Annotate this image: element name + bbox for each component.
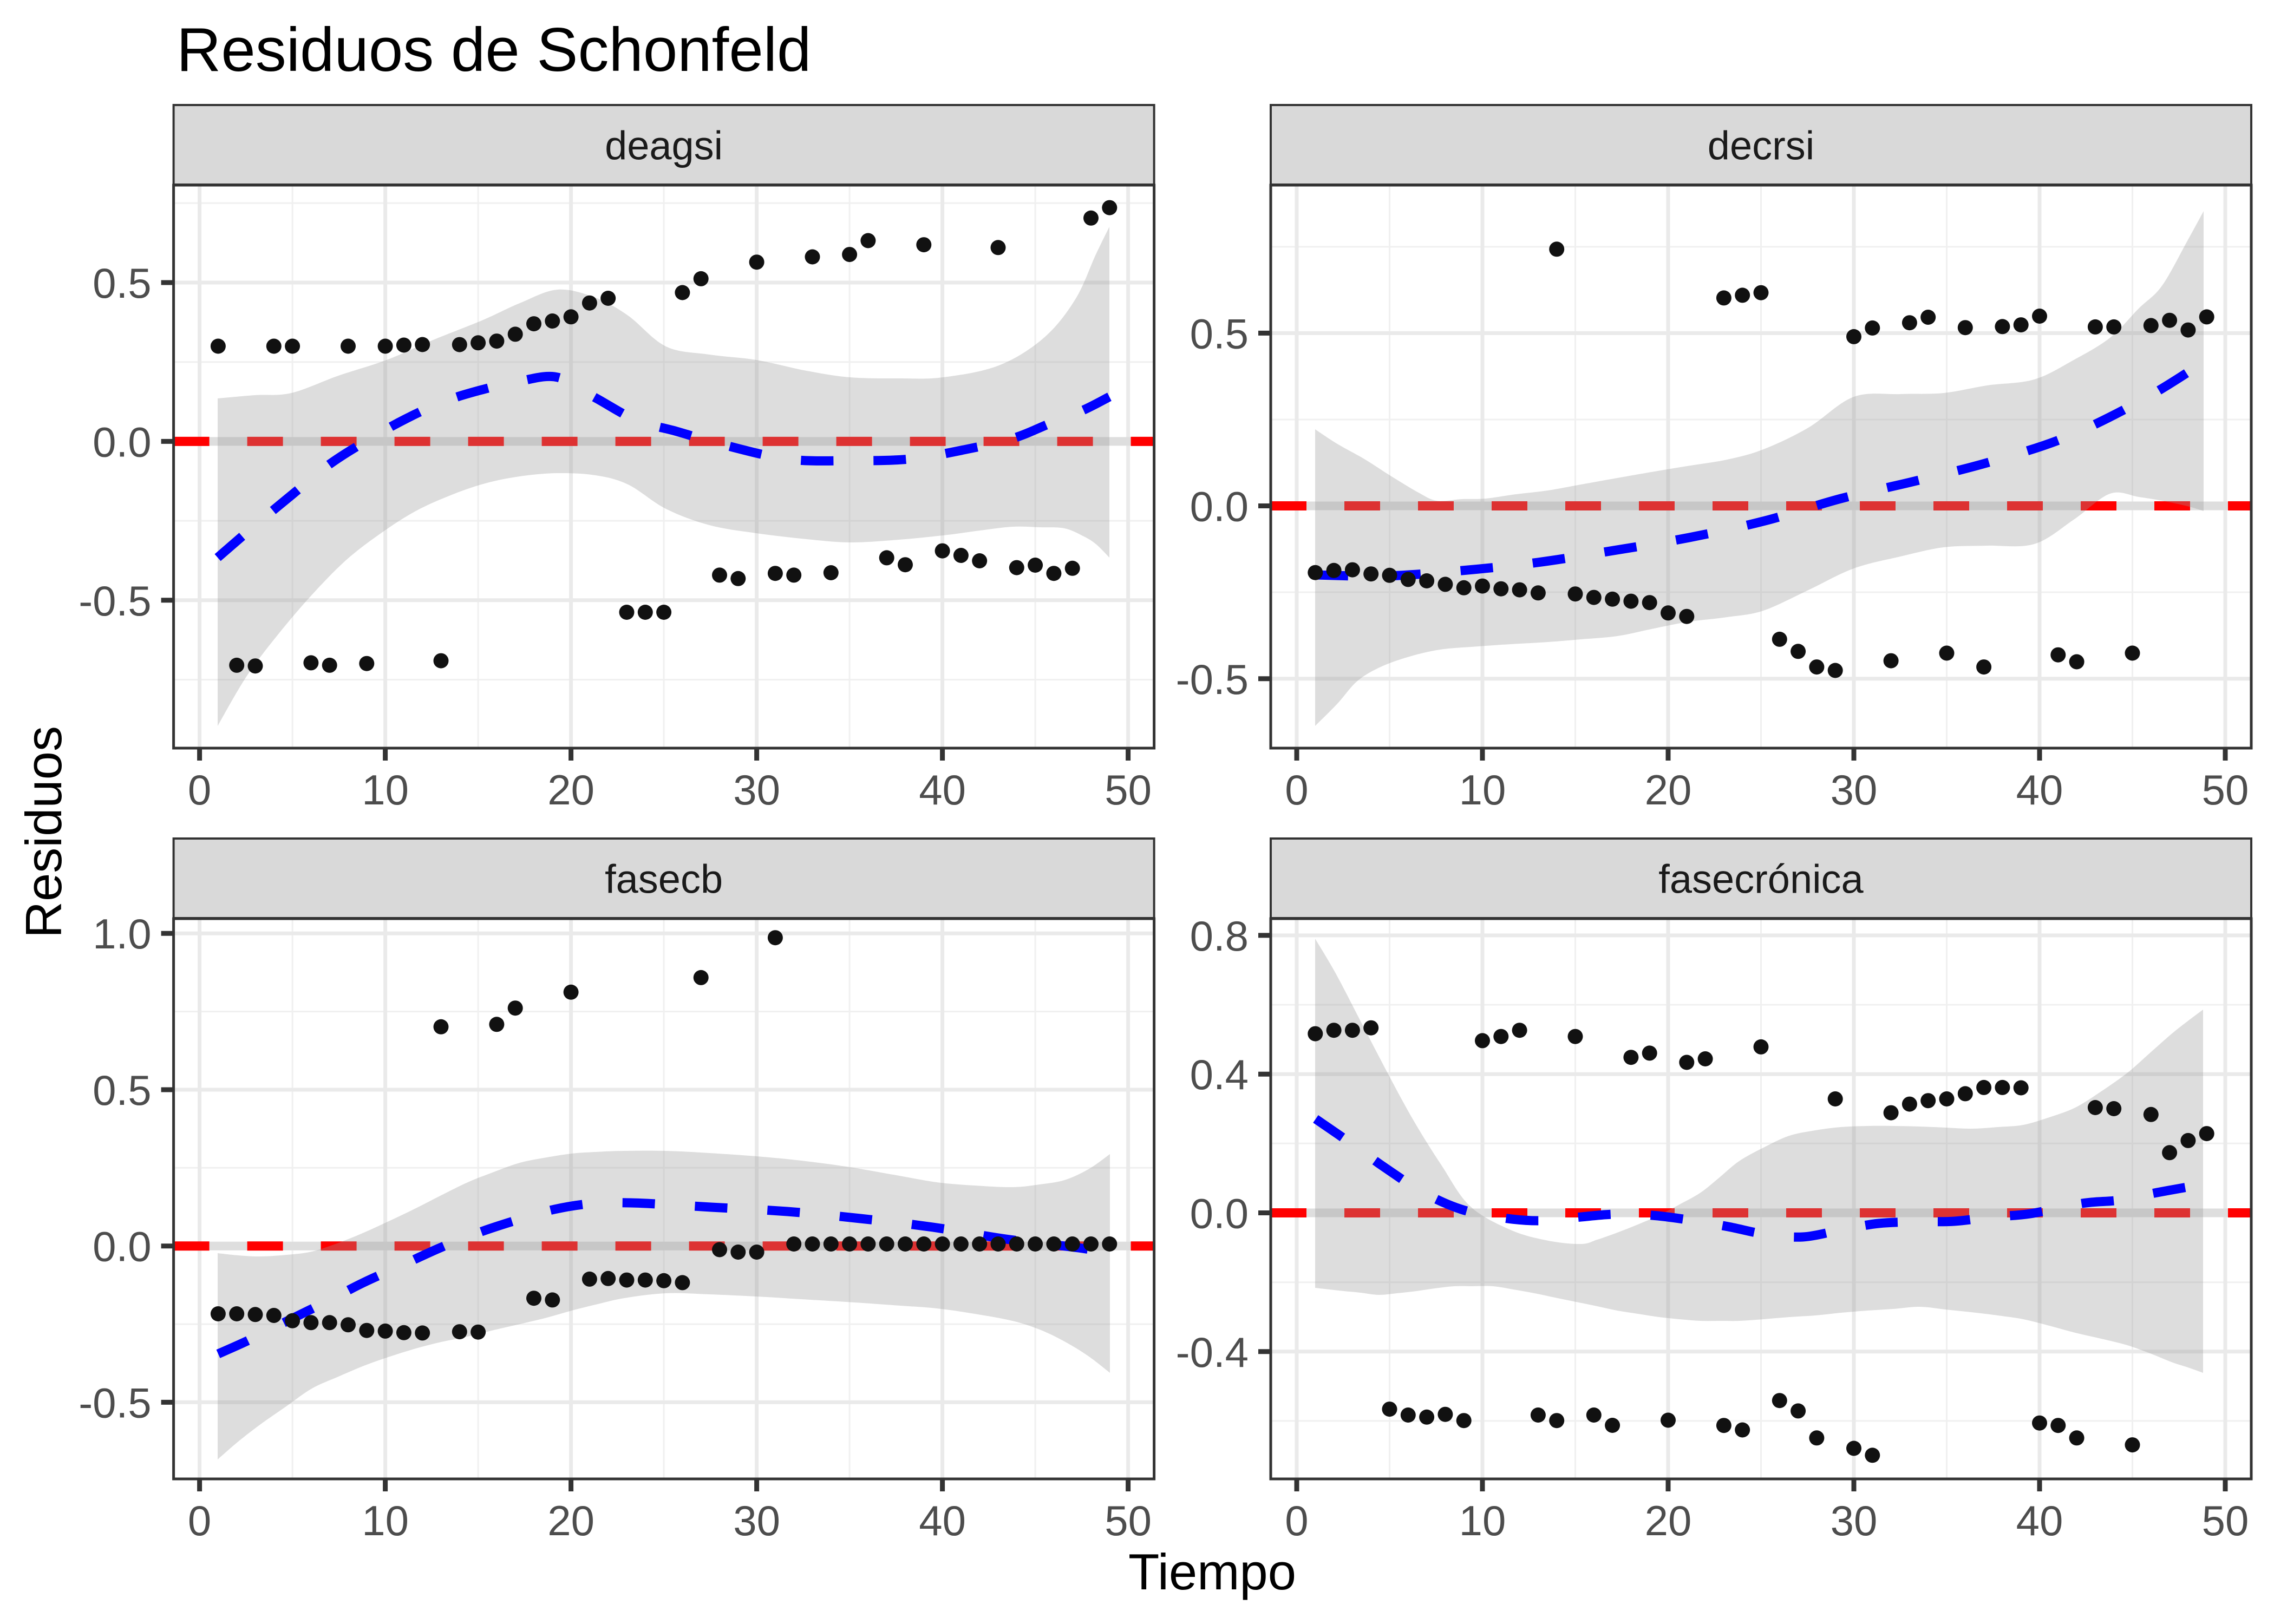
svg-text:10: 10 [362, 1497, 409, 1544]
svg-text:Tiempo: Tiempo [1128, 1543, 1296, 1600]
svg-text:40: 40 [2016, 766, 2063, 814]
svg-text:-0.5: -0.5 [79, 577, 151, 625]
svg-text:50: 50 [2202, 766, 2249, 814]
svg-text:decrsi: decrsi [1708, 123, 1814, 168]
svg-text:50: 50 [1105, 1497, 1152, 1544]
svg-text:0.0: 0.0 [93, 1223, 151, 1271]
svg-text:50: 50 [1105, 766, 1152, 814]
svg-text:30: 30 [733, 1497, 780, 1544]
svg-text:30: 30 [1831, 766, 1878, 814]
svg-text:30: 30 [1831, 1497, 1878, 1544]
svg-text:0: 0 [188, 1497, 211, 1544]
svg-text:deagsi: deagsi [605, 123, 723, 168]
svg-text:20: 20 [547, 766, 594, 814]
svg-text:0: 0 [1285, 766, 1308, 814]
svg-text:50: 50 [2202, 1497, 2249, 1544]
svg-text:10: 10 [1459, 1497, 1506, 1544]
svg-text:0: 0 [1285, 1497, 1308, 1544]
svg-text:Residuos de Schonfeld: Residuos de Schonfeld [177, 16, 811, 84]
svg-text:0.5: 0.5 [93, 259, 151, 307]
svg-text:fasecrónica: fasecrónica [1658, 857, 1864, 902]
svg-text:0.8: 0.8 [1190, 912, 1249, 960]
svg-text:40: 40 [2016, 1497, 2063, 1544]
svg-text:20: 20 [1645, 1497, 1692, 1544]
svg-text:0.0: 0.0 [93, 418, 151, 466]
svg-text:0.5: 0.5 [1190, 310, 1249, 357]
svg-text:20: 20 [547, 1497, 594, 1544]
svg-text:10: 10 [362, 766, 409, 814]
svg-text:-0.4: -0.4 [1176, 1328, 1249, 1376]
svg-text:40: 40 [919, 766, 966, 814]
svg-text:20: 20 [1645, 766, 1692, 814]
svg-text:30: 30 [733, 766, 780, 814]
svg-text:-0.5: -0.5 [79, 1379, 151, 1426]
svg-text:0.0: 0.0 [1190, 483, 1249, 531]
svg-text:0: 0 [188, 766, 211, 814]
svg-text:1.0: 1.0 [93, 910, 151, 958]
svg-text:40: 40 [919, 1497, 966, 1544]
svg-text:fasecb: fasecb [605, 857, 723, 902]
svg-text:-0.5: -0.5 [1176, 656, 1249, 703]
svg-text:0.5: 0.5 [93, 1066, 151, 1114]
svg-text:Residuos: Residuos [15, 726, 72, 938]
svg-text:0.4: 0.4 [1190, 1051, 1249, 1098]
svg-text:0.0: 0.0 [1190, 1190, 1249, 1237]
svg-text:10: 10 [1459, 766, 1506, 814]
